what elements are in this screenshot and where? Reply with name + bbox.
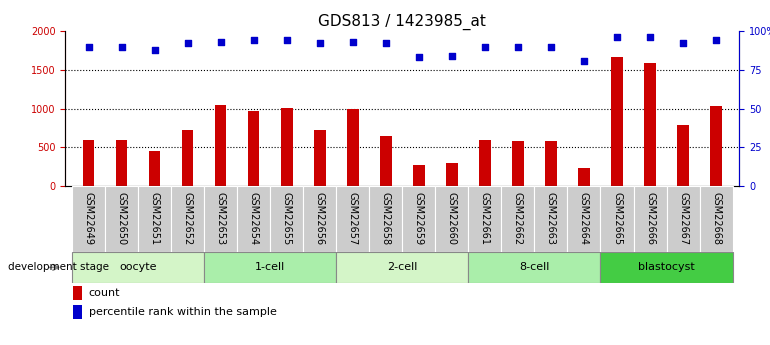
Text: GSM22661: GSM22661 bbox=[480, 191, 490, 245]
Text: GSM22652: GSM22652 bbox=[182, 191, 192, 245]
Text: GSM22666: GSM22666 bbox=[645, 191, 655, 245]
Point bbox=[149, 47, 161, 52]
Bar bbox=[534, 186, 567, 252]
Bar bbox=[611, 57, 623, 186]
Text: GSM22655: GSM22655 bbox=[282, 191, 292, 245]
Text: GSM22651: GSM22651 bbox=[149, 191, 159, 245]
Bar bbox=[138, 186, 171, 252]
Bar bbox=[545, 141, 557, 186]
Point bbox=[215, 39, 227, 45]
Bar bbox=[171, 186, 204, 252]
Bar bbox=[73, 286, 82, 300]
Bar bbox=[72, 186, 105, 252]
Bar bbox=[303, 186, 336, 252]
Bar bbox=[105, 186, 138, 252]
Bar bbox=[710, 106, 721, 186]
Point bbox=[247, 38, 259, 43]
Point bbox=[346, 39, 359, 45]
Bar bbox=[370, 186, 402, 252]
Bar bbox=[347, 109, 359, 186]
Bar bbox=[270, 186, 303, 252]
Point bbox=[611, 34, 623, 40]
Bar bbox=[644, 63, 656, 186]
Bar bbox=[601, 186, 634, 252]
Bar bbox=[567, 186, 601, 252]
Bar bbox=[336, 186, 370, 252]
Text: oocyte: oocyte bbox=[119, 263, 157, 272]
Text: GSM22656: GSM22656 bbox=[315, 191, 325, 245]
Text: 1-cell: 1-cell bbox=[255, 263, 286, 272]
Text: percentile rank within the sample: percentile rank within the sample bbox=[89, 307, 276, 316]
Bar bbox=[678, 125, 689, 186]
Bar bbox=[116, 140, 127, 186]
Bar bbox=[479, 140, 490, 186]
Point bbox=[710, 38, 722, 43]
Bar bbox=[700, 186, 732, 252]
Bar bbox=[402, 186, 435, 252]
Point bbox=[182, 41, 194, 46]
Text: GSM22660: GSM22660 bbox=[447, 191, 457, 245]
Text: GSM22667: GSM22667 bbox=[678, 191, 688, 245]
Bar bbox=[73, 305, 82, 319]
Text: 8-cell: 8-cell bbox=[519, 263, 550, 272]
Point bbox=[82, 44, 95, 49]
Point bbox=[116, 44, 128, 49]
Point bbox=[280, 38, 293, 43]
Text: GSM22649: GSM22649 bbox=[84, 191, 94, 245]
Text: GSM22659: GSM22659 bbox=[413, 191, 424, 245]
Bar bbox=[601, 252, 732, 283]
Bar bbox=[204, 186, 237, 252]
Bar bbox=[413, 165, 424, 186]
Point bbox=[512, 44, 524, 49]
Text: GSM22657: GSM22657 bbox=[348, 191, 358, 245]
Bar bbox=[468, 186, 501, 252]
Point bbox=[644, 34, 656, 40]
Text: GSM22662: GSM22662 bbox=[513, 191, 523, 245]
Bar bbox=[667, 186, 700, 252]
Text: count: count bbox=[89, 288, 120, 297]
Text: GSM22654: GSM22654 bbox=[249, 191, 259, 245]
Bar bbox=[215, 105, 226, 186]
Text: GSM22653: GSM22653 bbox=[216, 191, 226, 245]
Bar bbox=[501, 186, 534, 252]
Bar bbox=[204, 252, 336, 283]
Point bbox=[677, 41, 689, 46]
Bar bbox=[468, 252, 601, 283]
Text: GSM22665: GSM22665 bbox=[612, 191, 622, 245]
Bar bbox=[446, 164, 457, 186]
Bar bbox=[182, 130, 193, 186]
Text: GSM22650: GSM22650 bbox=[116, 191, 126, 245]
Text: GSM22658: GSM22658 bbox=[381, 191, 391, 245]
Text: development stage: development stage bbox=[8, 263, 109, 272]
Bar bbox=[248, 111, 259, 186]
Point bbox=[446, 53, 458, 59]
Bar bbox=[149, 150, 160, 186]
Bar bbox=[281, 108, 293, 186]
Text: 2-cell: 2-cell bbox=[387, 263, 417, 272]
Title: GDS813 / 1423985_at: GDS813 / 1423985_at bbox=[318, 13, 487, 30]
Text: blastocyst: blastocyst bbox=[638, 263, 695, 272]
Text: GSM22663: GSM22663 bbox=[546, 191, 556, 245]
Bar bbox=[314, 130, 326, 186]
Text: GSM22664: GSM22664 bbox=[579, 191, 589, 245]
Point bbox=[479, 44, 491, 49]
Point bbox=[313, 41, 326, 46]
Point bbox=[545, 44, 557, 49]
Bar bbox=[634, 186, 667, 252]
Point bbox=[413, 55, 425, 60]
Bar bbox=[72, 252, 204, 283]
Bar bbox=[578, 168, 590, 186]
Text: GSM22668: GSM22668 bbox=[711, 191, 721, 245]
Bar bbox=[237, 186, 270, 252]
Bar bbox=[512, 141, 524, 186]
Bar bbox=[336, 252, 468, 283]
Bar bbox=[435, 186, 468, 252]
Bar bbox=[83, 140, 95, 186]
Point bbox=[380, 41, 392, 46]
Bar bbox=[380, 136, 392, 186]
Point bbox=[578, 58, 590, 63]
